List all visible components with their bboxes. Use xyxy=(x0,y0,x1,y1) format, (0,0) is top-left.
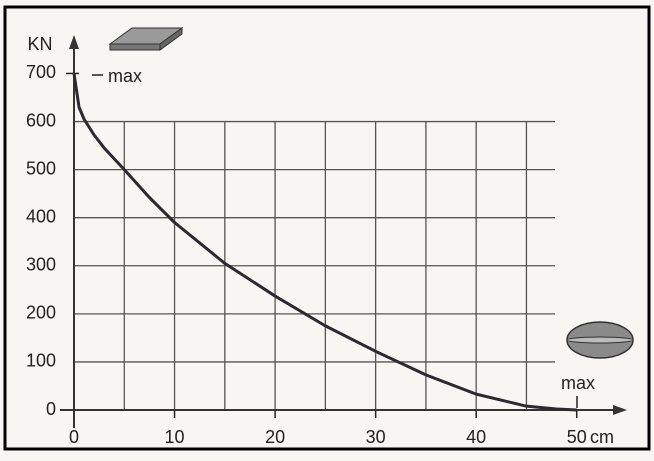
chart: KN cm max max 0 100 200 300 400 500 600 700 0 10 2… xyxy=(0,0,654,461)
x-tick-label: 10 xyxy=(165,427,185,447)
y-tick-label: 300 xyxy=(26,255,56,275)
y-tick-label: 600 xyxy=(26,110,56,130)
y-tick-label: 500 xyxy=(26,158,56,178)
annotation: max xyxy=(108,66,142,86)
background xyxy=(0,0,654,461)
x-tick-label: 20 xyxy=(265,427,285,447)
page: KN cm max max 0 100 200 300 400 500 600 700 0 10 2… xyxy=(0,0,654,461)
x-axis-label: cm xyxy=(590,427,614,447)
y-tick-label: 400 xyxy=(26,206,56,226)
y-tick-label: 0 xyxy=(46,399,56,419)
y-axis-label: KN xyxy=(27,34,52,54)
x-tick-label: 40 xyxy=(466,427,486,447)
y-tick-label: 700 xyxy=(26,62,56,82)
annotation: max xyxy=(561,373,595,393)
x-tick-label: 0 xyxy=(69,427,79,447)
nut-icon xyxy=(567,322,633,358)
y-tick-label: 100 xyxy=(26,351,56,371)
y-tick-label: 200 xyxy=(26,303,56,323)
x-tick-label: 30 xyxy=(366,427,386,447)
x-tick-label: 50 xyxy=(567,427,587,447)
